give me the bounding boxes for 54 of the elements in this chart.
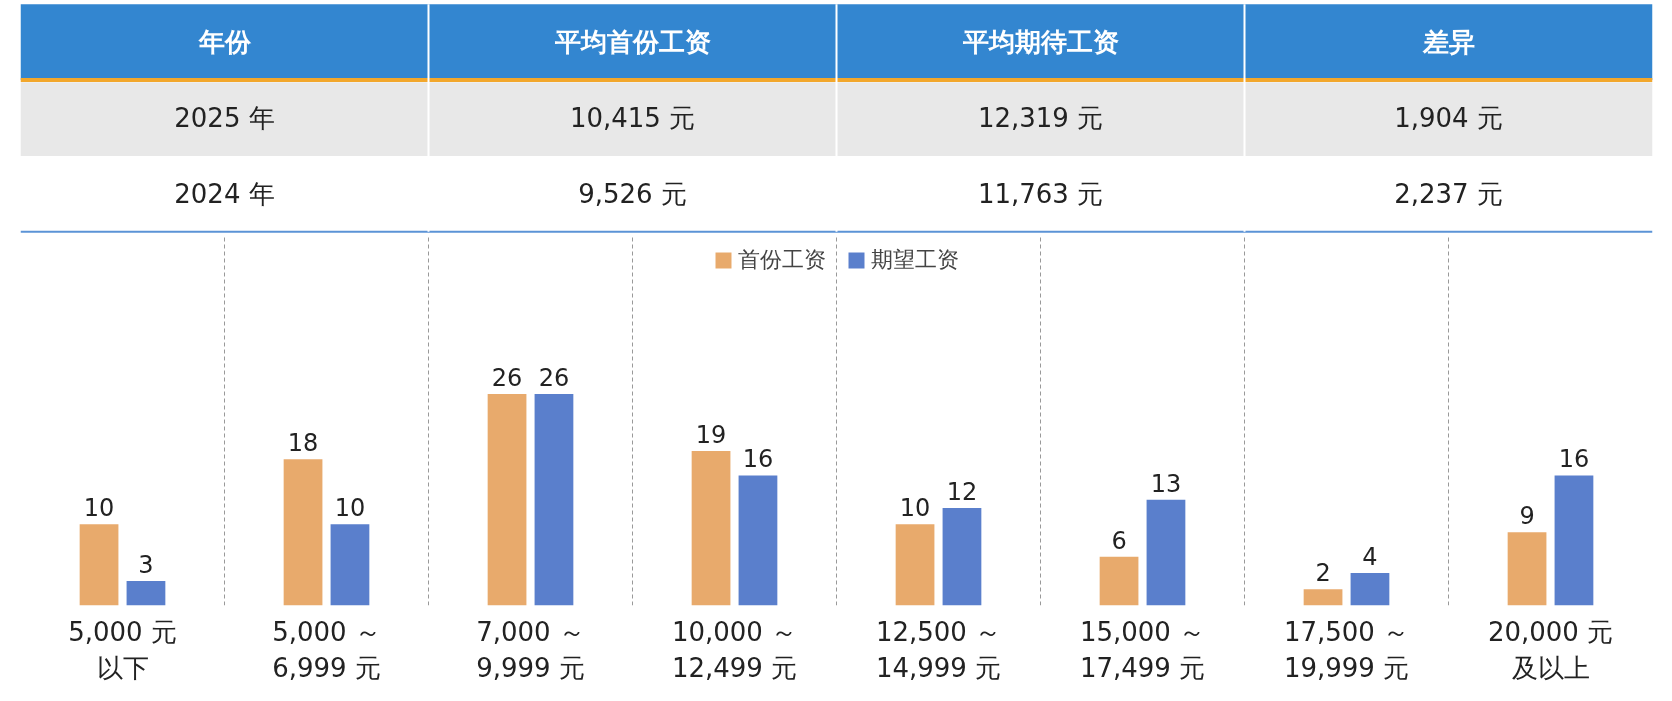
data-label: 16 bbox=[1558, 445, 1590, 474]
data-label: 3 bbox=[138, 551, 154, 580]
bar bbox=[691, 450, 731, 606]
category-label: 年份 bbox=[197, 27, 252, 58]
bar bbox=[126, 581, 166, 606]
text: 2,237 元 bbox=[1394, 178, 1503, 209]
category-label: 平均首份工资 bbox=[553, 27, 711, 58]
data-label: 26 bbox=[491, 364, 523, 393]
bar bbox=[1507, 532, 1547, 606]
text: 2024 年 bbox=[174, 178, 275, 209]
data-label: 2 bbox=[1315, 559, 1331, 588]
bar bbox=[1303, 589, 1343, 606]
data-label: 10 bbox=[899, 494, 931, 523]
text: 9,526 元 bbox=[578, 178, 687, 209]
bar bbox=[1350, 572, 1390, 606]
bar bbox=[738, 475, 778, 606]
category-label: 平均期待工资 bbox=[961, 27, 1119, 58]
bar bbox=[895, 524, 935, 606]
x-tick-label: 5,000 元以下 bbox=[68, 616, 177, 683]
data-label: 4 bbox=[1362, 542, 1378, 571]
x-tick-label: 10,000 ～ 12,499 元 bbox=[671, 616, 798, 683]
bar bbox=[487, 394, 527, 606]
bar bbox=[942, 507, 982, 606]
data-label: 18 bbox=[287, 429, 319, 458]
data-label: 13 bbox=[1150, 469, 1182, 498]
x-tick-label: 20,000 元及以上 bbox=[1487, 616, 1614, 683]
legend-label: 期望工资 bbox=[871, 246, 959, 274]
text: 10,415 元 bbox=[569, 103, 696, 133]
bar bbox=[1099, 556, 1139, 606]
data-label: 10 bbox=[334, 494, 366, 523]
bar bbox=[79, 524, 119, 606]
legend-label: 首份工资 bbox=[738, 246, 826, 274]
text: 1,904 元 bbox=[1394, 103, 1503, 133]
data-label: 16 bbox=[742, 445, 774, 474]
bar bbox=[1146, 499, 1186, 606]
data-label: 9 bbox=[1519, 502, 1535, 531]
data-label: 6 bbox=[1111, 526, 1127, 555]
category-label: 差异 bbox=[1421, 27, 1475, 58]
text: 11,763 元 bbox=[977, 178, 1104, 209]
bar bbox=[1554, 475, 1594, 606]
x-tick-label: 12,500 ～ 14,999 元 bbox=[875, 616, 1002, 683]
x-tick-label: 17,500 ～ 19,999 元 bbox=[1283, 616, 1410, 683]
data-label: 12 bbox=[946, 477, 978, 506]
bar bbox=[330, 524, 370, 606]
x-tick-label: 15,000 ～ 17,499 元 bbox=[1079, 616, 1206, 683]
data-label: 10 bbox=[83, 494, 115, 523]
text: 2025 年 bbox=[174, 103, 275, 133]
bar bbox=[534, 394, 574, 606]
text: 12,319 元 bbox=[977, 103, 1104, 133]
x-tick-label: 5,000 ～ 6,999 元 bbox=[272, 616, 381, 683]
data-label: 19 bbox=[695, 420, 727, 449]
bar bbox=[283, 459, 323, 606]
data-label: 26 bbox=[538, 364, 570, 393]
x-tick-label: 7,000 ～ 9,999 元 bbox=[476, 616, 585, 683]
